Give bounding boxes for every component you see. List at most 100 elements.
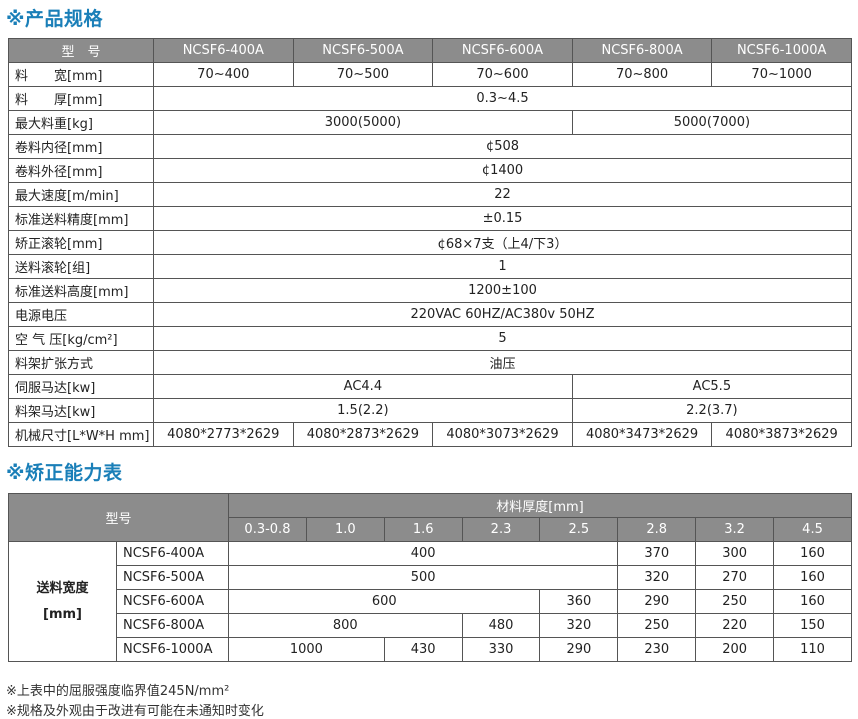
- cell-value: 290: [617, 589, 697, 614]
- cell-value: ±0.15: [153, 206, 852, 231]
- table-row: NCSF6-1000A 1000 430 330 290 230 200 110: [9, 637, 852, 662]
- cell-value: 270: [695, 565, 775, 590]
- table-row: 卷料内径[mm] ¢508: [8, 134, 852, 159]
- cell-value: 70~800: [571, 62, 713, 87]
- row-label: 送料滚轮[组]: [8, 254, 154, 279]
- side-label-line1: 送料宽度: [36, 580, 89, 596]
- cell-value: ¢508: [153, 134, 852, 159]
- cell-value: 300: [695, 541, 775, 566]
- cell-value: ¢68×7支（上4/下3）: [153, 230, 852, 255]
- note-yield-strength: ※上表中的屈服强度临界值245N/mm²: [6, 684, 230, 699]
- table-row: 料 厚[mm] 0.3~4.5: [8, 86, 852, 111]
- model-column-header: NCSF6-1000A: [711, 38, 852, 63]
- table-row: 最大料重[kg] 3000(5000) 5000(7000): [8, 110, 853, 135]
- thickness-column-header: 2.5: [539, 517, 619, 542]
- table-row: 空 气 压[kg/cm²] 5: [8, 326, 852, 351]
- side-label: 送料宽度 [mm]: [8, 541, 117, 662]
- cell-value: 70~1000: [711, 62, 852, 87]
- cell-value: 1.5(2.2): [153, 398, 573, 423]
- row-label: 最大料重[kg]: [8, 110, 154, 135]
- row-label: 料架扩张方式: [8, 350, 154, 375]
- cell-value: 480: [461, 613, 541, 638]
- model-header: 型 号: [8, 38, 154, 63]
- cell-value: 4080*2873*2629: [292, 422, 434, 447]
- row-label: 料架马达[kw]: [8, 398, 154, 423]
- row-label: 卷料外径[mm]: [8, 158, 154, 183]
- row-label: 标准送料精度[mm]: [8, 206, 154, 231]
- cell-value: 3000(5000): [153, 110, 573, 135]
- model-name: NCSF6-400A: [115, 541, 230, 566]
- cell-value: 4080*3473*2629: [571, 422, 713, 447]
- cell-value: 200: [695, 637, 775, 662]
- cell-value: 2.2(3.7): [571, 398, 853, 423]
- table-row: 最大速度[m/min] 22: [8, 182, 852, 207]
- row-label: 矫正滚轮[mm]: [8, 230, 154, 255]
- spec-title: ※产品规格: [6, 8, 103, 30]
- row-label: 最大速度[m/min]: [8, 182, 154, 207]
- model-name: NCSF6-600A: [115, 589, 230, 614]
- model-name: NCSF6-800A: [115, 613, 230, 638]
- thickness-column-header: 3.2: [695, 517, 775, 542]
- cell-value: 290: [539, 637, 619, 662]
- cell-value: 110: [773, 637, 852, 662]
- table-row: NCSF6-600A 600 360 290 250 160: [9, 589, 852, 614]
- capacity-table: 型号 材料厚度[mm] 0.3-0.8 1.0 1.6 2.3 2.5 2.8 3.2 4.5 …: [7, 493, 852, 662]
- table-row: 矫正滚轮[mm] ¢68×7支（上4/下3）: [8, 230, 852, 255]
- cell-value: 1: [153, 254, 852, 279]
- cell-value: 320: [617, 565, 697, 590]
- capacity-title: ※矫正能力表: [6, 462, 123, 484]
- thickness-column-header: 4.5: [773, 517, 852, 542]
- thickness-column-header: 2.8: [617, 517, 697, 542]
- table-row: NCSF6-800A 800 480 320 250 220 150: [9, 613, 852, 638]
- thickness-column-header: 1.6: [383, 517, 463, 542]
- table-row: 料架扩张方式 油压: [8, 350, 852, 375]
- table-row: 伺服马达[kw] AC4.4 AC5.5: [8, 374, 853, 399]
- cell-value: 5000(7000): [571, 110, 853, 135]
- cell-value: AC4.4: [153, 374, 573, 399]
- cell-value: 370: [617, 541, 697, 566]
- table-row: 送料滚轮[组] 1: [8, 254, 852, 279]
- row-label: 电源电压: [8, 302, 154, 327]
- table-row: 标准送料精度[mm] ±0.15: [8, 206, 852, 231]
- row-label: 料 厚[mm]: [8, 86, 154, 111]
- row-label: 料 宽[mm]: [8, 62, 154, 87]
- cell-value: 150: [773, 613, 852, 638]
- model-column-header: NCSF6-600A: [432, 38, 573, 63]
- cell-value: 230: [617, 637, 697, 662]
- cell-value: 70~600: [432, 62, 573, 87]
- table-row: 标准送料高度[mm] 1200±100: [8, 278, 852, 303]
- cell-value: 22: [153, 182, 852, 207]
- cell-value: 油压: [153, 350, 852, 375]
- table-row: 电源电压 220VAC 60HZ/AC380v 50HZ: [8, 302, 852, 327]
- thickness-column-header: 0.3-0.8: [228, 517, 307, 542]
- cell-value: 330: [461, 637, 541, 662]
- table-row: 机械尺寸[L*W*H mm] 4080*2773*2629 4080*2873*26…: [8, 422, 852, 447]
- cell-value: 160: [773, 541, 852, 566]
- cell-value: 220: [695, 613, 775, 638]
- model-column-header: NCSF6-800A: [571, 38, 713, 63]
- cell-value: 1000: [228, 637, 385, 662]
- cell-value: 800: [228, 613, 463, 638]
- row-label: 伺服马达[kw]: [8, 374, 154, 399]
- cell-value: 430: [383, 637, 463, 662]
- spec-table: 型 号 NCSF6-400A NCSF6-500A NCSF6-600A NCSF6-8…: [8, 38, 853, 447]
- table-row: 料 宽[mm] 70~400 70~500 70~600 70~800 70~1000: [8, 62, 852, 87]
- cell-value: 400: [228, 541, 619, 566]
- cell-value: ¢1400: [153, 158, 852, 183]
- cell-value: 250: [617, 613, 697, 638]
- row-label: 标准送料高度[mm]: [8, 278, 154, 303]
- note-spec-change: ※规格及外观由于改进有可能在未通知时变化: [6, 704, 264, 719]
- table-row: 卷料外径[mm] ¢1400: [8, 158, 852, 183]
- cell-value: 320: [539, 613, 619, 638]
- thickness-column-header: 1.0: [305, 517, 385, 542]
- cell-value: 160: [773, 589, 852, 614]
- cell-value: 70~500: [292, 62, 434, 87]
- cell-value: 160: [773, 565, 852, 590]
- cell-value: 70~400: [153, 62, 294, 87]
- cell-value: 4080*3873*2629: [711, 422, 852, 447]
- table-row: 送料宽度 [mm] NCSF6-400A 400 370 300 160: [8, 541, 852, 662]
- thickness-header: 材料厚度[mm]: [228, 493, 852, 518]
- cell-value: 5: [153, 326, 852, 351]
- cell-value: 0.3~4.5: [153, 86, 852, 111]
- cell-value: 220VAC 60HZ/AC380v 50HZ: [153, 302, 852, 327]
